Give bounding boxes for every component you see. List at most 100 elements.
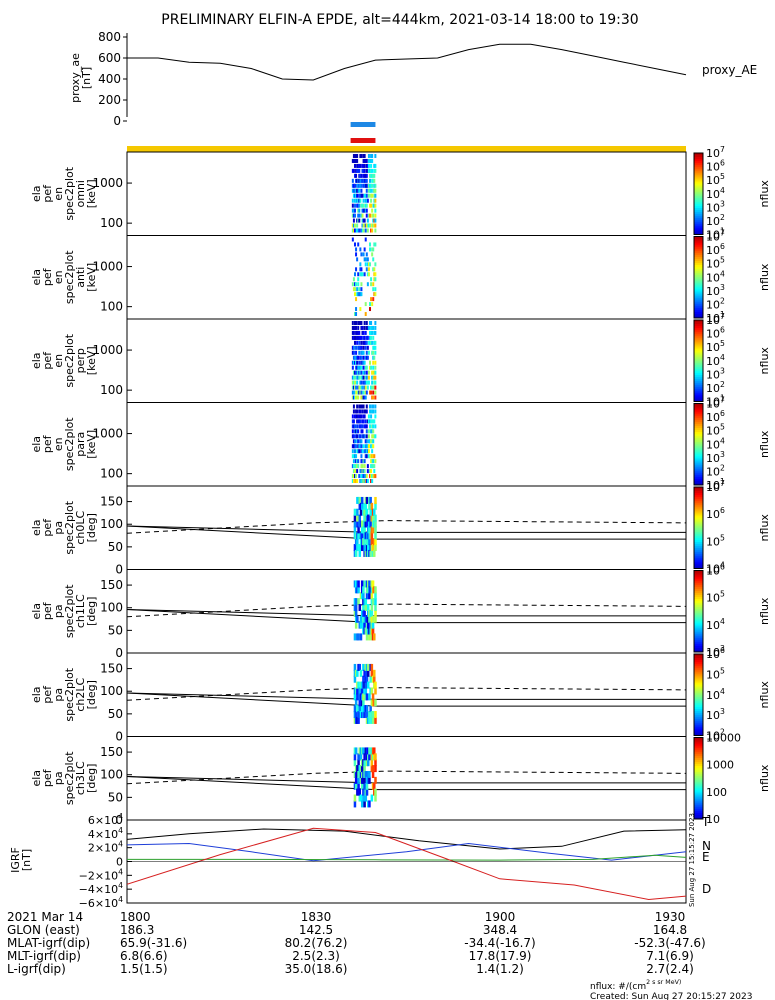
ylabel-line: spec2plot	[63, 751, 76, 805]
spectrogram-pixel	[352, 434, 355, 439]
igrf-N-component-line	[126, 842, 687, 862]
spectrogram-pixel	[365, 203, 368, 208]
spectrogram-pixel	[373, 178, 376, 183]
colorbar-cell	[694, 556, 703, 559]
colorbar-cell	[694, 521, 703, 525]
ylabel-line: ela	[30, 519, 43, 536]
nflux-units: nflux: #/(cm2 s sr MeV)	[590, 979, 681, 992]
spectrogram-pixel	[374, 262, 377, 267]
pitch-angle-pixel	[363, 776, 366, 784]
colorbar-cell	[694, 427, 703, 431]
spectrogram-pixel	[353, 282, 356, 287]
spectrogram-pixel	[362, 208, 365, 213]
colorbar-cell	[694, 790, 703, 794]
spectrogram-pixel	[371, 193, 374, 198]
pitch-angle-pixel	[358, 788, 362, 796]
pa-y-tick-label: 100	[100, 517, 123, 531]
spectrogram-pixel	[353, 173, 356, 178]
spectrogram-pixel	[361, 449, 364, 454]
spectrogram-pixel	[360, 469, 363, 474]
colorbar-tick-label: 101	[706, 310, 725, 325]
spectrogram-pixel	[353, 429, 356, 434]
spectrogram-pixel	[367, 444, 370, 449]
pitch-angle-pixel	[368, 776, 371, 784]
colorbar-cell	[694, 816, 703, 820]
spectrogram-pixel	[353, 414, 356, 419]
pitch-angle-pixel	[360, 496, 364, 504]
spectrogram-panel: 1000100elapefenspec2plotpara[keV]1071061…	[30, 396, 771, 493]
pitch-angle-pixel	[353, 705, 357, 713]
colorbar-cell	[694, 493, 703, 496]
spectrogram-pixel	[365, 257, 368, 262]
colorbar-cell	[694, 615, 703, 618]
spectrogram-pixel	[355, 479, 358, 484]
spectrogram-pixel	[362, 404, 365, 409]
spectrogram-pixel	[359, 183, 362, 188]
colorbar-cell	[694, 792, 703, 796]
spectrogram-pixel	[351, 395, 354, 400]
spectrogram-pixel	[371, 395, 374, 400]
ylabel-line: ela	[30, 436, 43, 453]
spectrogram-pixel	[351, 228, 354, 233]
colorbar-cell	[694, 719, 703, 722]
colorbar-cell	[694, 794, 703, 798]
pitch-angle-pixel	[374, 687, 377, 695]
spectrogram-pixel	[373, 218, 376, 223]
spectrogram-pixel	[352, 183, 355, 188]
colorbar-tick-label: 104	[706, 436, 725, 451]
pitch-angle-pixel	[374, 681, 377, 689]
pitch-angle-pixel	[366, 603, 370, 611]
spectrogram-pixel	[353, 335, 356, 340]
pitch-angle-pixel	[363, 526, 366, 534]
colorbar-cell	[694, 621, 703, 624]
pitch-angle-pixel	[368, 800, 371, 808]
spectrogram-pixel	[356, 409, 359, 414]
spectrogram-pixel	[360, 252, 363, 257]
spectrogram-pixel	[372, 459, 375, 464]
pitch-angle-pixel	[371, 770, 375, 778]
loss-cone-line	[126, 525, 686, 533]
colorbar-cell	[694, 674, 703, 677]
ylabel-line: [deg]	[85, 680, 98, 709]
colorbar-tick-label: 106	[706, 646, 725, 661]
spectrogram-pixel	[356, 390, 359, 395]
spectrogram-pixel	[373, 370, 376, 375]
colorbar-cell	[694, 265, 703, 268]
spectrogram-pixel	[372, 257, 375, 262]
spectrogram-pixel	[352, 158, 355, 163]
spectrogram-pixel	[366, 449, 369, 454]
spectrogram-pixel	[356, 404, 359, 409]
spectrogram-pixel	[361, 404, 364, 409]
spectrogram-pixel	[356, 429, 359, 434]
spectrogram-pixel	[370, 173, 373, 178]
spectrogram-pixel	[357, 444, 360, 449]
colorbar-cell	[694, 631, 703, 635]
ylabel-line: IGRF	[9, 847, 22, 873]
pitch-angle-pixel	[374, 753, 377, 761]
spectrogram-pixel	[371, 439, 374, 444]
spectrogram-pixel	[371, 247, 374, 252]
spectrogram-pixel	[364, 355, 367, 360]
colorbar-cell	[694, 289, 703, 293]
spectrogram-pixel	[356, 355, 359, 360]
spectrogram-pixel	[353, 287, 356, 292]
spectrogram-pixel	[365, 213, 368, 218]
spectrogram-pixel	[372, 247, 375, 252]
field-aligned-dashed-line	[126, 687, 687, 701]
spectrogram-pixel	[370, 385, 373, 390]
spectrogram-pixel	[367, 163, 370, 168]
spectrogram-pixel	[364, 312, 367, 317]
colorbar-tick-label: 102	[706, 463, 725, 478]
spectrogram-pixel	[355, 395, 358, 400]
spectrogram-pixel	[353, 375, 356, 380]
pitch-angle-pixel	[370, 532, 374, 540]
spectrogram-pixel	[363, 173, 366, 178]
colorbar-tick-label: 104	[706, 687, 725, 702]
spectrogram-pixel	[365, 178, 368, 183]
colorbar-cell	[694, 218, 703, 221]
spectrogram-pixel	[363, 154, 366, 158]
footer-row-label: MLT-igrf(dip)	[7, 949, 81, 963]
spectrogram-pixel	[357, 419, 360, 424]
